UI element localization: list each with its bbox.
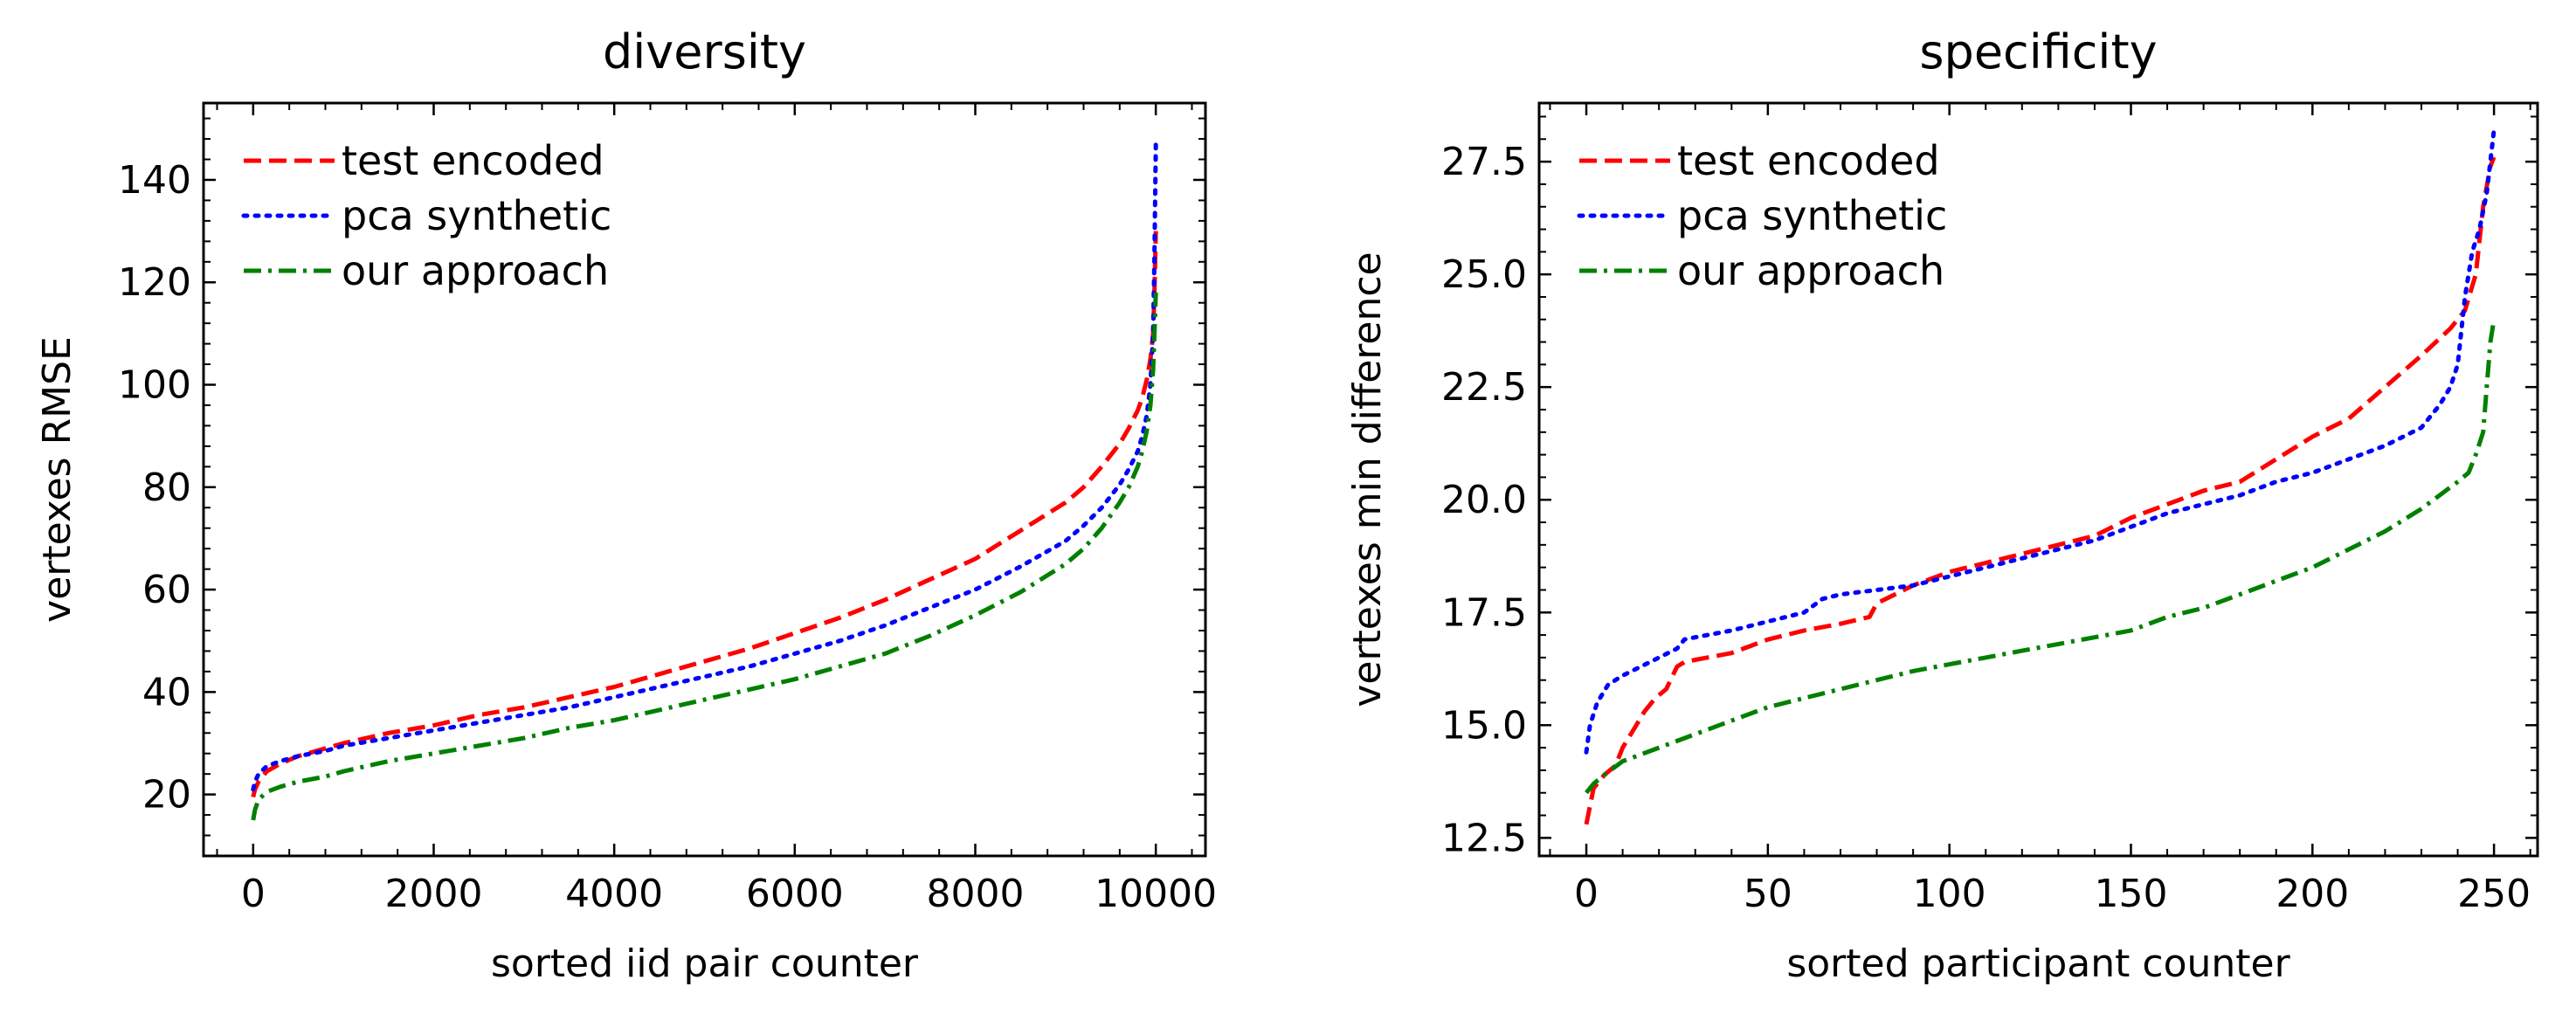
x-tick-label: 2000 — [385, 872, 483, 916]
y-tick-label: 27.5 — [1441, 140, 1527, 184]
legend-label: pca synthetic — [342, 192, 611, 239]
legend-label: pca synthetic — [1677, 192, 1947, 239]
tick-marks — [1539, 103, 2538, 856]
series-line-our-approach — [251, 292, 1158, 821]
legend-label: our approach — [1677, 247, 1944, 294]
legend: test encoded pca synthetic our approach — [1577, 137, 1947, 294]
y-tick-label: 140 — [118, 158, 191, 203]
y-tick-label: 80 — [142, 466, 191, 510]
plot-frame — [202, 101, 1207, 858]
y-tick-label: 60 — [142, 568, 191, 612]
series-line-test-encoded — [1584, 155, 2497, 825]
y-tick-label: 20.0 — [1441, 478, 1527, 522]
legend-label: our approach — [342, 247, 609, 294]
x-tick-labels: 0 50 100 150 200 250 — [1574, 872, 2531, 916]
y-axis-label: vertexes RMSE — [35, 336, 79, 623]
plot-frame — [1537, 101, 2539, 858]
x-tick-label: 10000 — [1095, 872, 1217, 916]
x-tick-label: 0 — [241, 872, 266, 916]
x-tick-labels: 0 2000 4000 6000 8000 10000 — [241, 872, 1217, 916]
legend: test encoded pca synthetic our approach — [241, 137, 611, 294]
series-lines — [251, 141, 1158, 821]
x-tick-label: 6000 — [746, 872, 844, 916]
x-tick-label: 200 — [2276, 872, 2349, 916]
y-tick-label: 12.5 — [1441, 816, 1527, 860]
y-tick-label: 22.5 — [1441, 365, 1527, 410]
y-tick-label: 120 — [118, 260, 191, 305]
chart-title: specificity — [1919, 24, 2157, 79]
x-tick-label: 4000 — [565, 872, 663, 916]
y-tick-label: 40 — [142, 670, 191, 714]
tick-marks — [204, 103, 1205, 857]
x-axis-label: sorted iid pair counter — [491, 942, 919, 986]
y-axis-label: vertexes min difference — [1345, 252, 1390, 707]
series-line-our-approach — [1585, 319, 2497, 795]
x-tick-label: 0 — [1574, 872, 1599, 916]
series-lines — [1584, 128, 2497, 825]
legend-label: test encoded — [1677, 137, 1940, 184]
y-tick-label: 15.0 — [1441, 703, 1527, 748]
x-tick-label: 50 — [1744, 872, 1792, 916]
series-line-test-encoded — [251, 231, 1158, 798]
y-tick-label: 17.5 — [1441, 590, 1527, 635]
y-tick-labels: 20 40 60 80 100 120 140 — [118, 158, 191, 817]
x-tick-label: 8000 — [927, 872, 1025, 916]
x-axis-label: sorted participant counter — [1786, 942, 2290, 986]
chart-panel-specificity: 0 50 100 150 200 250 12.5 15.0 17.5 20.0 22.5 25.0… — [1345, 24, 2539, 986]
chart-title: diversity — [603, 24, 806, 79]
y-tick-label: 25.0 — [1441, 252, 1527, 297]
x-tick-label: 100 — [1913, 872, 1986, 916]
x-tick-label: 250 — [2457, 872, 2531, 916]
y-tick-label: 100 — [118, 363, 191, 408]
series-line-pca-synthetic — [251, 141, 1158, 792]
y-tick-label: 20 — [142, 773, 191, 817]
legend-label: test encoded — [342, 137, 604, 184]
x-tick-label: 150 — [2094, 872, 2167, 916]
y-tick-labels: 12.5 15.0 17.5 20.0 22.5 25.0 27.5 — [1441, 140, 1527, 860]
series-line-pca-synthetic — [1584, 128, 2497, 755]
chart-panel-diversity: 0 2000 4000 6000 8000 10000 20 40 60 80 100 120 140… — [35, 24, 1217, 986]
